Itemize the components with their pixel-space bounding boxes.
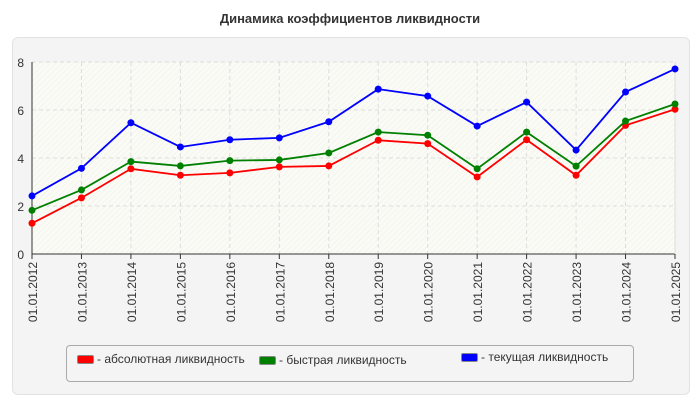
data-point: [523, 128, 531, 136]
data-point: [77, 164, 85, 172]
data-point: [28, 206, 36, 214]
y-tick-label: 0: [17, 248, 24, 262]
x-tick-label: 01.01.2012: [26, 262, 40, 322]
x-tick-label: 01.01.2024: [620, 262, 634, 322]
legend: - абсолютная ликвидность - быстрая ликвид…: [66, 345, 634, 382]
data-point: [275, 163, 283, 171]
data-point: [275, 134, 283, 142]
data-point: [671, 100, 679, 108]
data-point: [523, 98, 531, 106]
data-point: [77, 194, 85, 202]
series-1: [28, 100, 679, 214]
data-point: [424, 92, 432, 100]
data-point: [226, 157, 234, 165]
chart-title: Динамика коэффициентов ликвидности: [219, 11, 481, 26]
data-point: [473, 173, 481, 181]
legend-label: - текущая ликвидность: [481, 350, 609, 364]
data-point: [572, 171, 580, 179]
legend-swatch: [461, 352, 478, 362]
x-tick-label: 01.01.2023: [570, 262, 584, 322]
x-tick-label: 01.01.2018: [323, 262, 337, 322]
data-point: [374, 128, 382, 136]
data-point: [77, 186, 85, 194]
data-point: [28, 219, 36, 227]
data-point: [226, 136, 234, 144]
legend-label: - абсолютная ликвидность: [97, 352, 245, 366]
legend-item: - абсолютная ликвидность: [77, 352, 245, 366]
data-point: [374, 85, 382, 93]
x-tick-label: 01.01.2022: [521, 262, 535, 322]
x-tick-label: 01.01.2016: [224, 262, 238, 322]
legend-item: - текущая ликвидность: [461, 350, 608, 364]
x-tick-label: 01.01.2017: [273, 262, 287, 322]
y-tick-label: 2: [17, 200, 24, 214]
data-point: [424, 131, 432, 139]
x-tick-label: 01.01.2015: [174, 262, 188, 322]
data-point: [28, 192, 36, 200]
series-line: [31, 108, 676, 225]
data-point: [176, 171, 184, 179]
data-point: [226, 169, 234, 177]
data-point: [473, 122, 481, 130]
data-point: [424, 140, 432, 148]
data-point: [176, 162, 184, 170]
x-tick-label: 01.01.2019: [372, 262, 386, 322]
x-tick-label: 01.01.2020: [422, 262, 436, 322]
x-tick-label: 01.01.2013: [75, 262, 89, 322]
data-point: [325, 118, 333, 126]
x-tick-label: 01.01.2021: [471, 262, 485, 322]
legend-swatch: [77, 354, 94, 364]
legend-label: - быстрая ликвидность: [279, 353, 407, 367]
x-tick-label: 01.01.2014: [125, 262, 139, 322]
data-point: [127, 158, 135, 166]
data-point: [127, 165, 135, 173]
data-point: [275, 156, 283, 164]
series-2: [28, 65, 679, 200]
data-point: [325, 162, 333, 170]
legend-swatch: [259, 355, 276, 365]
data-point: [473, 165, 481, 173]
series-line: [31, 68, 676, 197]
y-tick-label: 4: [17, 152, 24, 166]
data-point: [523, 136, 531, 144]
data-point: [374, 136, 382, 144]
series-line: [31, 103, 676, 212]
data-point: [572, 146, 580, 154]
legend-item: - быстрая ликвидность: [259, 353, 407, 367]
series-0: [28, 105, 679, 227]
data-point: [671, 105, 679, 113]
y-tick-label: 8: [17, 56, 24, 70]
data-point: [622, 117, 630, 125]
data-point: [671, 65, 679, 73]
x-tick-label: 01.01.2025: [669, 262, 683, 322]
data-point: [622, 88, 630, 96]
data-point: [325, 149, 333, 157]
data-point: [176, 143, 184, 151]
data-point: [572, 162, 580, 170]
data-point: [127, 119, 135, 127]
y-tick-label: 6: [17, 104, 24, 118]
